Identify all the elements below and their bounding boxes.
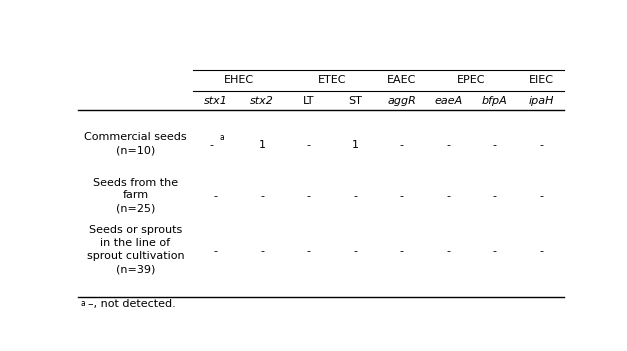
Text: sprout cultivation: sprout cultivation	[87, 251, 184, 261]
Text: -: -	[399, 191, 404, 201]
Text: -: -	[214, 191, 218, 201]
Text: -: -	[260, 191, 264, 201]
Text: -: -	[493, 247, 497, 257]
Text: -: -	[539, 191, 543, 201]
Text: a: a	[81, 299, 85, 308]
Text: LT: LT	[303, 96, 315, 106]
Text: EHEC: EHEC	[224, 75, 254, 85]
Text: -: -	[260, 247, 264, 257]
Text: bfpA: bfpA	[482, 96, 507, 106]
Text: -: -	[307, 191, 311, 201]
Text: -: -	[210, 140, 214, 150]
Text: -: -	[446, 191, 450, 201]
Text: –, not detected.: –, not detected.	[88, 299, 176, 309]
Text: farm: farm	[122, 190, 149, 200]
Text: -: -	[493, 191, 497, 201]
Text: EAEC: EAEC	[387, 75, 416, 85]
Text: -: -	[307, 247, 311, 257]
Text: -: -	[539, 140, 543, 150]
Text: -: -	[539, 247, 543, 257]
Text: stx2: stx2	[250, 96, 274, 106]
Text: stx1: stx1	[204, 96, 228, 106]
Text: Seeds or sprouts: Seeds or sprouts	[89, 225, 182, 235]
Text: -: -	[446, 140, 450, 150]
Text: aggR: aggR	[387, 96, 416, 106]
Text: -: -	[399, 140, 404, 150]
Text: ST: ST	[348, 96, 362, 106]
Text: -: -	[493, 140, 497, 150]
Text: Seeds from the: Seeds from the	[93, 178, 178, 188]
Text: in the line of: in the line of	[100, 238, 171, 248]
Text: (n=39): (n=39)	[116, 265, 155, 275]
Text: -: -	[399, 247, 404, 257]
Text: (n=10): (n=10)	[116, 145, 155, 155]
Text: ETEC: ETEC	[318, 75, 346, 85]
Text: -: -	[353, 247, 357, 257]
Text: (n=25): (n=25)	[116, 204, 155, 214]
Text: EIEC: EIEC	[529, 75, 554, 85]
Text: EPEC: EPEC	[457, 75, 486, 85]
Text: a: a	[219, 133, 224, 142]
Text: 1: 1	[352, 140, 359, 150]
Text: ipaH: ipaH	[529, 96, 554, 106]
Text: -: -	[214, 247, 218, 257]
Text: -: -	[353, 191, 357, 201]
Text: -: -	[446, 247, 450, 257]
Text: Commercial seeds: Commercial seeds	[84, 132, 187, 142]
Text: -: -	[307, 140, 311, 150]
Text: eaeA: eaeA	[434, 96, 462, 106]
Text: 1: 1	[259, 140, 266, 150]
